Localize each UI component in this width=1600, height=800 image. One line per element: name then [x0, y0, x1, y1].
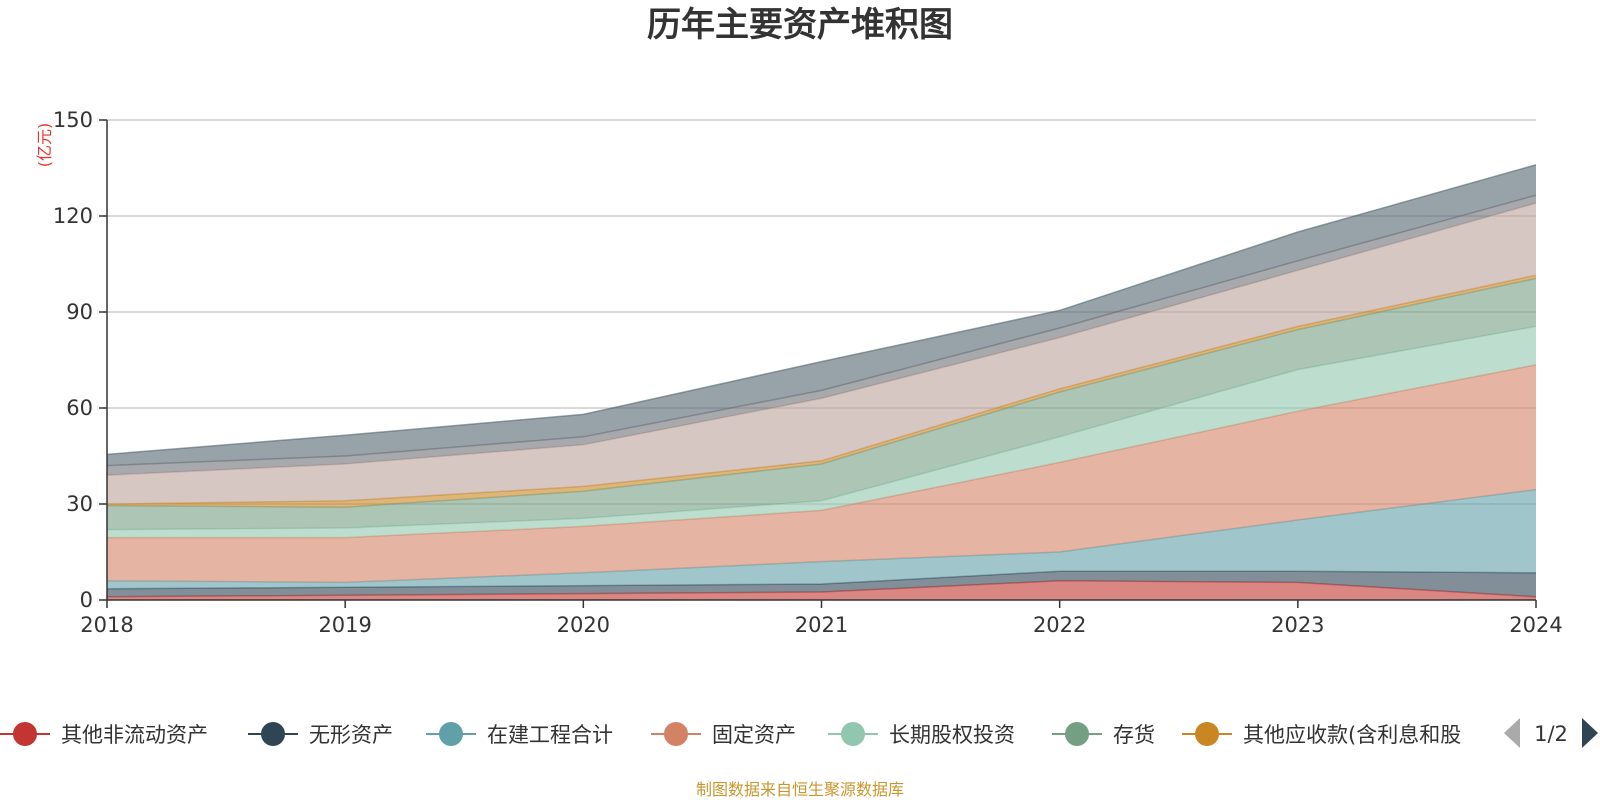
legend-item-2[interactable]: 在建工程合计	[426, 722, 613, 747]
y-tick-label-4: 120	[53, 204, 93, 228]
legend-label-3: 固定资产	[712, 723, 796, 747]
legend-page-indicator: 1/2	[1534, 722, 1568, 746]
y-tick-label-1: 30	[66, 492, 93, 516]
legend-item-5[interactable]: 存货	[1052, 722, 1155, 747]
legend-dot-5	[1065, 722, 1089, 746]
legend-label-1: 无形资产	[309, 723, 393, 747]
legend-dot-2	[439, 722, 463, 746]
legend-label-5: 存货	[1113, 723, 1155, 747]
y-tick-label-0: 0	[80, 588, 93, 612]
x-tick-label-1: 2019	[318, 613, 371, 637]
legend-next-arrow-icon[interactable]	[1582, 718, 1598, 748]
source-note: 制图数据来自恒生聚源数据库	[696, 780, 904, 799]
y-tick-label-3: 90	[66, 300, 93, 324]
legend-label-2: 在建工程合计	[487, 723, 613, 747]
y-tick-label-5: 150	[53, 108, 93, 132]
legend-item-1[interactable]: 无形资产	[248, 722, 393, 747]
legend-prev-arrow-icon[interactable]	[1504, 718, 1520, 748]
area-series-3	[107, 364, 1536, 583]
area-series-0	[107, 580, 1536, 600]
legend-dot-3	[664, 722, 688, 746]
y-tick-labels: 0 30 60 90 120 150	[53, 108, 93, 612]
legend-item-4[interactable]: 长期股权投资	[828, 722, 1015, 747]
legend-label-0: 其他非流动资产	[61, 723, 208, 747]
legend-label-6: 其他应收款(含利息和股	[1243, 723, 1461, 747]
x-tick-label-4: 2022	[1033, 613, 1086, 637]
x-tick-label-3: 2021	[795, 613, 848, 637]
legend-pager: 1/2	[1504, 718, 1598, 748]
area-series-5	[107, 278, 1536, 530]
legend-dot-0	[13, 722, 37, 746]
area-top-line-9	[106, 164, 1537, 456]
x-tick-label-2: 2020	[557, 613, 610, 637]
x-tick-labels: 2018 2019 2020 2021 2022 2023 2024	[80, 613, 1562, 637]
area-series-group	[106, 164, 1537, 600]
legend: 其他非流动资产 无形资产 在建工程合计 固定资产 长期股权投资 存货 其他应收款(含利息和股	[0, 722, 1461, 747]
chart-title: 历年主要资产堆积图	[647, 5, 953, 45]
area-series-7	[107, 203, 1536, 504]
x-tick-label-5: 2023	[1271, 613, 1324, 637]
legend-item-6[interactable]: 其他应收款(含利息和股	[1182, 722, 1461, 747]
legend-item-0[interactable]: 其他非流动资产	[0, 722, 208, 747]
x-tick-label-0: 2018	[80, 613, 133, 637]
y-axis-unit: (亿元)	[35, 123, 54, 168]
x-tick-label-6: 2024	[1509, 613, 1562, 637]
axes	[99, 119, 1537, 608]
legend-dot-6	[1195, 722, 1219, 746]
y-tick-label-2: 60	[66, 396, 93, 420]
legend-item-3[interactable]: 固定资产	[651, 722, 796, 747]
legend-dot-4	[841, 722, 865, 746]
legend-label-4: 长期股权投资	[889, 723, 1015, 747]
area-series-2	[107, 489, 1536, 589]
legend-dot-1	[261, 722, 285, 746]
